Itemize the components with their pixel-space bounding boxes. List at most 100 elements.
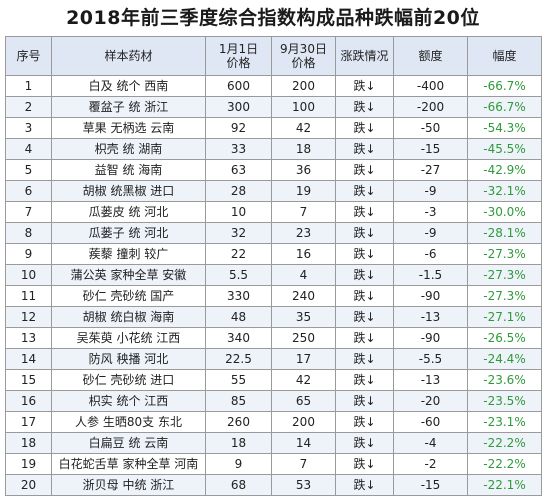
cell-pct: -30.0%: [467, 201, 542, 223]
cell-idx: 9: [5, 243, 52, 265]
cell-idx: 15: [5, 369, 52, 391]
header-price-jan1-line2: 价格: [226, 56, 251, 70]
cell-name: 瓜蒌皮 统 河北: [51, 201, 206, 223]
cell-price-sep30: 250: [271, 327, 336, 349]
cell-pct: -24.4%: [467, 348, 542, 370]
cell-pct: -27.1%: [467, 306, 542, 328]
cell-trend: 跌↓: [335, 201, 394, 223]
cell-price-jan1: 55: [205, 369, 272, 391]
header-price-jan1: 1月1日 价格: [205, 36, 272, 76]
table-row: 12 胡椒 统白椒 海南 48 35 跌↓ -13 -27.1%: [5, 306, 542, 328]
cell-price-jan1: 33: [205, 138, 272, 160]
cell-price-sep30: 42: [271, 369, 336, 391]
cell-trend: 跌↓: [335, 411, 394, 433]
cell-idx: 11: [5, 285, 52, 307]
cell-price-jan1: 260: [205, 411, 272, 433]
cell-price-sep30: 16: [271, 243, 336, 265]
cell-price-sep30: 19: [271, 180, 336, 202]
cell-name: 益智 统 海南: [51, 159, 206, 181]
cell-name: 瓜蒌子 统 河北: [51, 222, 206, 244]
cell-trend: 跌↓: [335, 285, 394, 307]
cell-price-jan1: 32: [205, 222, 272, 244]
cell-name: 防风 秧播 河北: [51, 348, 206, 370]
cell-trend: 跌↓: [335, 432, 394, 454]
table-row: 10 蒲公英 家种全草 安徽 5.5 4 跌↓ -1.5 -27.3%: [5, 264, 542, 286]
cell-pct: -45.5%: [467, 138, 542, 160]
header-trend: 涨跌情况: [335, 36, 394, 76]
decline-table: 序号 样本药材 1月1日 价格 9月30日 价格 涨跌情况 额度 幅度 1 白及 …: [5, 36, 542, 496]
table-row: 17 人参 生晒80支 东北 260 200 跌↓ -60 -23.1%: [5, 411, 542, 433]
table-row: 6 胡椒 统黑椒 进口 28 19 跌↓ -9 -32.1%: [5, 180, 542, 202]
cell-amount: -90: [393, 327, 468, 349]
cell-idx: 19: [5, 453, 52, 475]
cell-price-sep30: 100: [271, 96, 336, 118]
cell-price-jan1: 9: [205, 453, 272, 475]
cell-amount: -50: [393, 117, 468, 139]
cell-name: 砂仁 壳砂统 进口: [51, 369, 206, 391]
cell-name: 浙贝母 中统 浙江: [51, 474, 206, 496]
cell-price-sep30: 18: [271, 138, 336, 160]
cell-price-sep30: 7: [271, 201, 336, 223]
cell-idx: 17: [5, 411, 52, 433]
cell-pct: -23.6%: [467, 369, 542, 391]
cell-name: 胡椒 统黑椒 进口: [51, 180, 206, 202]
header-pct: 幅度: [467, 36, 542, 76]
cell-pct: -22.2%: [467, 432, 542, 454]
cell-price-sep30: 65: [271, 390, 336, 412]
cell-price-sep30: 200: [271, 411, 336, 433]
header-price-sep30-line2: 价格: [291, 56, 316, 70]
cell-amount: -60: [393, 411, 468, 433]
cell-name: 胡椒 统白椒 海南: [51, 306, 206, 328]
cell-price-sep30: 17: [271, 348, 336, 370]
cell-price-sep30: 35: [271, 306, 336, 328]
cell-trend: 跌↓: [335, 474, 394, 496]
cell-pct: -22.2%: [467, 453, 542, 475]
header-price-sep30-line1: 9月30日: [280, 42, 327, 56]
cell-amount: -15: [393, 474, 468, 496]
table-row: 2 覆盆子 统 浙江 300 100 跌↓ -200 -66.7%: [5, 96, 542, 118]
cell-amount: -20: [393, 390, 468, 412]
cell-price-jan1: 63: [205, 159, 272, 181]
table-row: 14 防风 秧播 河北 22.5 17 跌↓ -5.5 -24.4%: [5, 348, 542, 370]
header-name: 样本药材: [51, 36, 206, 76]
cell-price-jan1: 300: [205, 96, 272, 118]
cell-name: 砂仁 壳砂统 国产: [51, 285, 206, 307]
cell-price-jan1: 10: [205, 201, 272, 223]
cell-pct: -66.7%: [467, 75, 542, 97]
table-row: 3 草果 无柄选 云南 92 42 跌↓ -50 -54.3%: [5, 117, 542, 139]
cell-trend: 跌↓: [335, 264, 394, 286]
cell-idx: 12: [5, 306, 52, 328]
cell-price-jan1: 22.5: [205, 348, 272, 370]
cell-amount: -90: [393, 285, 468, 307]
cell-amount: -27: [393, 159, 468, 181]
cell-pct: -26.5%: [467, 327, 542, 349]
cell-trend: 跌↓: [335, 453, 394, 475]
header-price-sep30: 9月30日 价格: [271, 36, 336, 76]
cell-price-sep30: 42: [271, 117, 336, 139]
table-row: 7 瓜蒌皮 统 河北 10 7 跌↓ -3 -30.0%: [5, 201, 542, 223]
cell-name: 枳壳 统 湖南: [51, 138, 206, 160]
cell-trend: 跌↓: [335, 180, 394, 202]
cell-price-sep30: 4: [271, 264, 336, 286]
cell-trend: 跌↓: [335, 159, 394, 181]
cell-amount: -13: [393, 369, 468, 391]
cell-trend: 跌↓: [335, 117, 394, 139]
cell-idx: 4: [5, 138, 52, 160]
cell-price-sep30: 14: [271, 432, 336, 454]
cell-price-sep30: 36: [271, 159, 336, 181]
cell-price-jan1: 600: [205, 75, 272, 97]
cell-amount: -4: [393, 432, 468, 454]
cell-amount: -2: [393, 453, 468, 475]
cell-price-sep30: 23: [271, 222, 336, 244]
cell-name: 白花蛇舌草 家种全草 河南: [51, 453, 206, 475]
cell-name: 白扁豆 统 云南: [51, 432, 206, 454]
cell-name: 蒲公英 家种全草 安徽: [51, 264, 206, 286]
cell-amount: -3: [393, 201, 468, 223]
cell-amount: -13: [393, 306, 468, 328]
cell-price-sep30: 53: [271, 474, 336, 496]
cell-amount: -9: [393, 222, 468, 244]
cell-name: 草果 无柄选 云南: [51, 117, 206, 139]
cell-trend: 跌↓: [335, 306, 394, 328]
cell-price-jan1: 22: [205, 243, 272, 265]
cell-price-jan1: 68: [205, 474, 272, 496]
